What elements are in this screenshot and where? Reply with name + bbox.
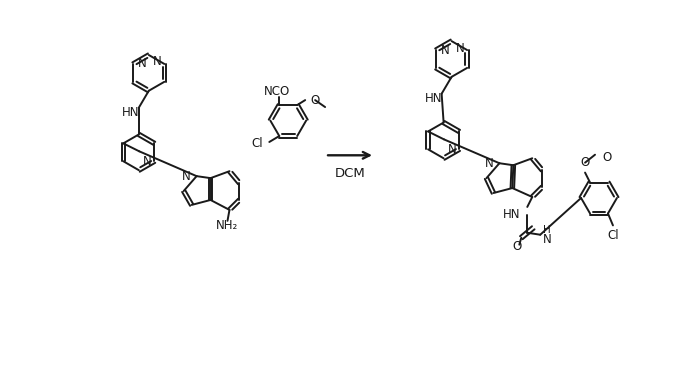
Text: HN: HN <box>122 106 140 119</box>
Text: NCO: NCO <box>264 85 290 98</box>
Text: N: N <box>138 58 147 71</box>
Text: Cl: Cl <box>607 229 618 242</box>
Text: O: O <box>513 240 522 253</box>
Text: N: N <box>484 157 493 170</box>
Text: O: O <box>311 94 320 107</box>
Text: HN: HN <box>503 209 520 221</box>
Text: HN: HN <box>425 92 443 105</box>
Text: O: O <box>602 151 611 164</box>
Text: Cl: Cl <box>251 138 263 151</box>
Text: H: H <box>543 225 551 235</box>
Text: NH₂: NH₂ <box>216 219 239 232</box>
Text: N: N <box>447 143 456 156</box>
Text: N: N <box>455 42 464 54</box>
Text: N: N <box>153 55 161 69</box>
Text: N: N <box>543 233 551 246</box>
Text: O: O <box>581 156 590 169</box>
Text: N: N <box>182 170 191 183</box>
Text: N: N <box>441 44 450 56</box>
Text: N: N <box>142 155 151 168</box>
Text: DCM: DCM <box>334 167 365 180</box>
